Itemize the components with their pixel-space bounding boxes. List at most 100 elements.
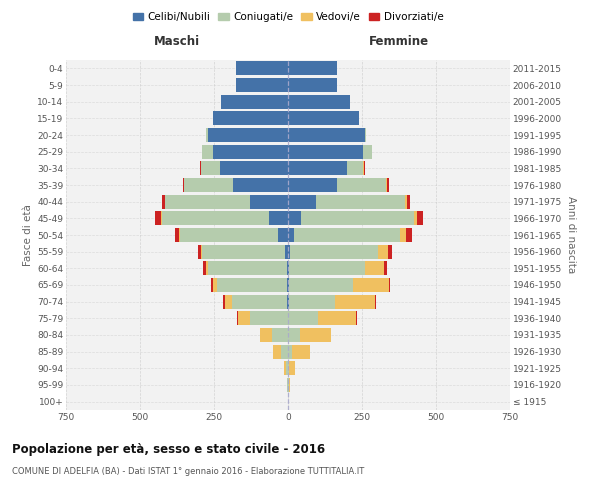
Bar (278, 228, 288, 242)
Bar (288, 194, 316, 209)
Text: Maschi: Maschi (154, 36, 200, 49)
Bar (353, 278, 389, 292)
Text: COMUNE DI ADELFIA (BA) - Dati ISTAT 1° gennaio 2016 - Elaborazione TUTTITALIA.IT: COMUNE DI ADELFIA (BA) - Dati ISTAT 1° g… (12, 468, 364, 476)
Bar (272, 328, 288, 342)
Bar (288, 244, 290, 259)
Bar (286, 361, 288, 376)
Bar (288, 162, 347, 175)
Bar (288, 144, 364, 159)
Bar (162, 211, 269, 226)
Bar (288, 344, 292, 359)
Bar (287, 278, 288, 292)
Bar (285, 244, 288, 259)
Bar (220, 162, 288, 175)
Bar (281, 344, 288, 359)
Bar (289, 294, 335, 308)
Bar (388, 244, 392, 259)
Bar (365, 128, 367, 142)
Bar (288, 128, 365, 142)
Bar (288, 112, 359, 126)
Bar (406, 228, 412, 242)
Bar (414, 211, 417, 226)
Bar (337, 178, 386, 192)
Bar (200, 162, 220, 175)
Bar (288, 228, 294, 242)
Bar (288, 328, 300, 342)
Bar (184, 178, 233, 192)
Bar (260, 328, 272, 342)
Bar (203, 261, 206, 276)
Bar (289, 278, 353, 292)
Bar (238, 311, 250, 326)
Bar (300, 328, 331, 342)
Bar (208, 128, 288, 142)
Bar (288, 278, 289, 292)
Bar (212, 144, 288, 159)
Bar (225, 294, 232, 308)
Bar (288, 361, 289, 376)
Bar (288, 294, 289, 308)
Bar (364, 144, 373, 159)
Bar (294, 228, 400, 242)
Text: Popolazione per età, sesso e stato civile - 2016: Popolazione per età, sesso e stato civil… (12, 442, 325, 456)
Bar (356, 311, 357, 326)
Bar (347, 162, 364, 175)
Bar (364, 162, 365, 175)
Bar (292, 344, 310, 359)
Bar (211, 278, 212, 292)
Bar (212, 112, 288, 126)
Bar (233, 178, 288, 192)
Text: Femmine: Femmine (369, 36, 429, 49)
Bar (288, 261, 289, 276)
Bar (180, 228, 278, 242)
Legend: Celibi/Nubili, Coniugati/e, Vedovi/e, Divorziati/e: Celibi/Nubili, Coniugati/e, Vedovi/e, Di… (128, 8, 448, 26)
Bar (287, 261, 288, 276)
Bar (386, 178, 387, 192)
Bar (288, 311, 317, 326)
Bar (289, 261, 365, 276)
Bar (289, 361, 295, 376)
Bar (236, 62, 288, 76)
Bar (284, 361, 286, 376)
Bar (223, 294, 225, 308)
Bar (250, 311, 288, 326)
Y-axis label: Fasce di età: Fasce di età (23, 204, 33, 266)
Bar (232, 294, 287, 308)
Bar (165, 194, 250, 209)
Bar (183, 178, 184, 192)
Bar (198, 244, 200, 259)
Bar (407, 194, 410, 209)
Y-axis label: Anni di nascita: Anni di nascita (566, 196, 576, 274)
Bar (288, 62, 337, 76)
Bar (206, 128, 208, 142)
Bar (316, 194, 405, 209)
Bar (389, 278, 390, 292)
Bar (289, 378, 290, 392)
Bar (202, 244, 285, 259)
Bar (400, 228, 406, 242)
Bar (377, 244, 388, 259)
Bar (206, 261, 208, 276)
Bar (405, 194, 407, 209)
Bar (365, 261, 384, 276)
Bar (217, 278, 287, 292)
Bar (212, 278, 217, 292)
Bar (237, 311, 238, 326)
Bar (202, 144, 212, 159)
Bar (335, 294, 375, 308)
Bar (273, 344, 281, 359)
Bar (288, 94, 350, 109)
Bar (288, 78, 337, 92)
Bar (250, 194, 288, 209)
Bar (417, 211, 422, 226)
Bar (287, 294, 288, 308)
Bar (179, 228, 180, 242)
Bar (375, 294, 376, 308)
Bar (288, 211, 301, 226)
Bar (269, 211, 288, 226)
Bar (208, 261, 287, 276)
Bar (155, 211, 161, 226)
Bar (221, 94, 288, 109)
Bar (290, 244, 377, 259)
Bar (236, 78, 288, 92)
